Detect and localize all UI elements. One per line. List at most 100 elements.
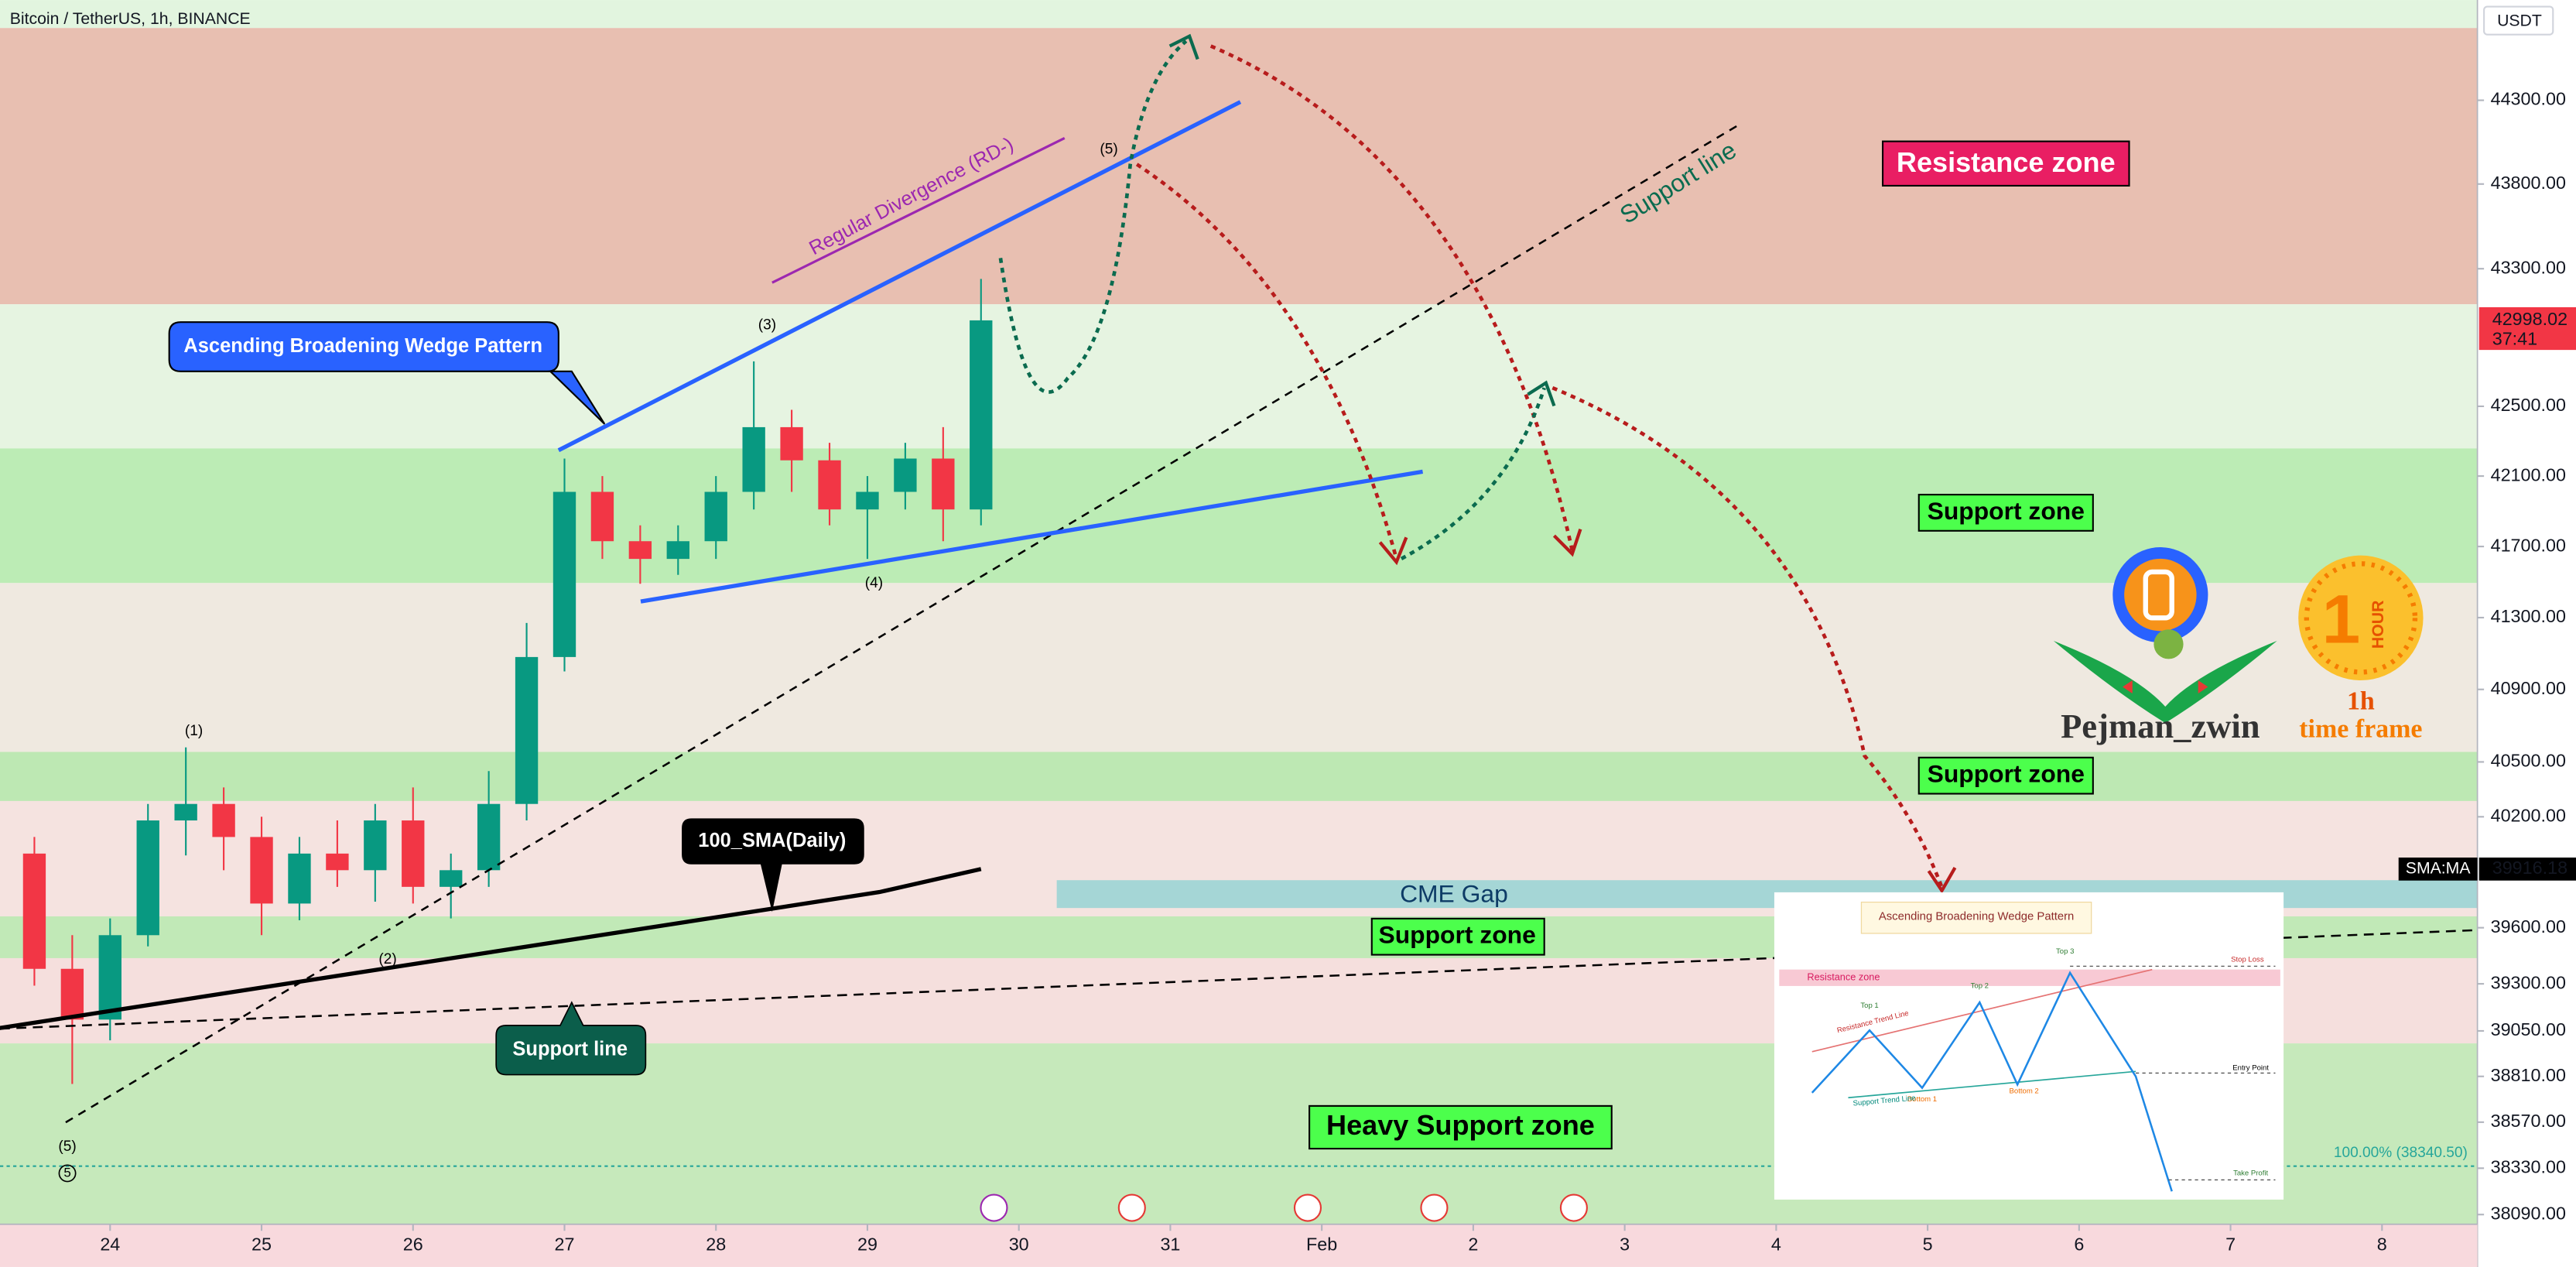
candle-body	[288, 853, 311, 904]
resistance-zone-label: Resistance zone	[1897, 146, 2116, 178]
x-tick-label: 7	[2225, 1234, 2236, 1255]
support-zone-box	[1370, 917, 1545, 956]
x-tick-label: 4	[1771, 1234, 1781, 1255]
candle-body	[742, 426, 765, 492]
wave-label: (4)	[865, 575, 883, 591]
candle-body	[22, 853, 46, 969]
candle-body	[174, 803, 197, 821]
inset-label: Take Profit	[2233, 1169, 2268, 1177]
candle-body	[212, 803, 235, 837]
y-tick-label: 39600.00	[2491, 916, 2566, 937]
arrow-red	[1551, 385, 1944, 889]
y-tick-label: 39300.00	[2491, 972, 2566, 992]
y-tick-label: 38810.00	[2491, 1065, 2566, 1085]
axes: 44300.0043800.0043300.0042500.0042100.00…	[100, 89, 2576, 1255]
y-tick-label: 41300.00	[2491, 606, 2566, 626]
candle-body	[628, 541, 652, 560]
resistance-zone-box	[1881, 140, 2130, 187]
candle-body	[704, 491, 727, 542]
x-tick-label: 2	[1468, 1234, 1478, 1255]
logo-name: Pejman_zwin	[2061, 707, 2260, 745]
time-axis	[0, 1224, 2478, 1267]
logo-timeframe: time frame	[2299, 715, 2422, 744]
y-tick-label: 42100.00	[2491, 464, 2566, 485]
wave-label: 5	[63, 1165, 70, 1180]
candle-body	[60, 968, 84, 1020]
x-tick-label: 25	[251, 1234, 272, 1255]
x-tick-label: Feb	[1306, 1234, 1337, 1255]
zones: 100.00% (38340.50)	[0, 0, 2478, 1224]
sma-value-tag	[2479, 857, 2576, 881]
y-tick-label: 38090.00	[2491, 1203, 2566, 1223]
wave-labels: (1) (2) (3) (4) (5) (5) 5	[58, 141, 1118, 1183]
dashed-support-line	[0, 929, 2478, 1030]
wedge-upper-line	[557, 100, 1242, 453]
candle-body	[970, 320, 993, 510]
y-tick-label: 40900.00	[2491, 678, 2566, 698]
arrow-green	[998, 39, 1188, 394]
wave-label: (5)	[1100, 141, 1117, 157]
arrow-red	[1135, 163, 1398, 560]
inset-label: Top 2	[1971, 981, 1989, 990]
inset-image: Ascending Broadening Wedge Pattern Resis…	[1774, 892, 2284, 1200]
heavy-support-box	[1309, 1104, 1613, 1150]
candle-body	[856, 491, 879, 510]
sma-callout	[682, 818, 864, 913]
y-tick-label: 38570.00	[2491, 1111, 2566, 1131]
zone	[0, 583, 2478, 752]
x-tick-label: 30	[1009, 1234, 1029, 1255]
x-tick-label: 6	[2074, 1234, 2084, 1255]
arrow-heads	[1168, 33, 1957, 894]
inset-label: Top 1	[1860, 1002, 1878, 1010]
x-tick-label: 27	[555, 1234, 575, 1255]
event-icons	[980, 1193, 1588, 1222]
wave-label: (5)	[58, 1139, 76, 1155]
candle-body	[552, 491, 576, 657]
x-tick-label: 26	[403, 1234, 423, 1255]
logo: Pejman_zwin 1 HOUR 1h time frame	[2053, 547, 2424, 745]
candle-body	[98, 935, 121, 1020]
candle-body	[326, 853, 349, 871]
x-tick-label: 28	[706, 1234, 726, 1255]
sma-name: SMA:MA	[2406, 859, 2472, 877]
logo-hour: HOUR	[2369, 601, 2387, 649]
sma-name-tag	[2398, 857, 2478, 881]
logo-one: 1	[2322, 580, 2361, 657]
x-tick-label: 3	[1620, 1234, 1630, 1255]
support-zone-box	[1917, 494, 2094, 532]
sma-line	[0, 867, 982, 1030]
support-line-callout	[495, 1001, 647, 1076]
support-zone-label: Support zone	[1379, 921, 1536, 949]
y-tick-label: 38330.00	[2491, 1157, 2566, 1177]
wedge-lower-line	[640, 469, 1424, 604]
wave-label: (1)	[185, 723, 203, 739]
inset-bg	[1774, 892, 2284, 1200]
x-tick-label: 31	[1160, 1234, 1180, 1255]
candle-body	[477, 803, 501, 871]
last-price-label: 42998.02	[2492, 309, 2567, 329]
candle-body	[250, 837, 273, 904]
zone	[0, 448, 2478, 584]
chart-title: Bitcoin / TetherUS, 1h, BINANCE	[10, 10, 251, 28]
y-tick-label: 44300.00	[2491, 89, 2566, 109]
candle-body	[932, 458, 955, 510]
zone	[0, 752, 2478, 801]
price-axis	[2477, 0, 2576, 1267]
zone	[0, 0, 2478, 29]
candle-body	[136, 820, 159, 936]
support-line-label: Support line	[512, 1038, 628, 1060]
candle-body	[780, 426, 803, 461]
candle-body	[515, 656, 539, 804]
arrow-red	[1209, 44, 1575, 551]
support-zone-label: Support zone	[1928, 497, 2085, 525]
inset-label: Bottom 1	[1907, 1095, 1937, 1104]
candle-body	[440, 870, 463, 887]
wave-circle	[58, 1164, 77, 1183]
y-tick-label: 43300.00	[2491, 257, 2566, 277]
divergence-line	[771, 136, 1066, 284]
sma-value-label: 39916.18	[2492, 858, 2567, 878]
wedge-callout	[168, 321, 606, 425]
cme-gap-label: CME Gap	[1400, 880, 1508, 908]
candle-body	[894, 458, 917, 492]
